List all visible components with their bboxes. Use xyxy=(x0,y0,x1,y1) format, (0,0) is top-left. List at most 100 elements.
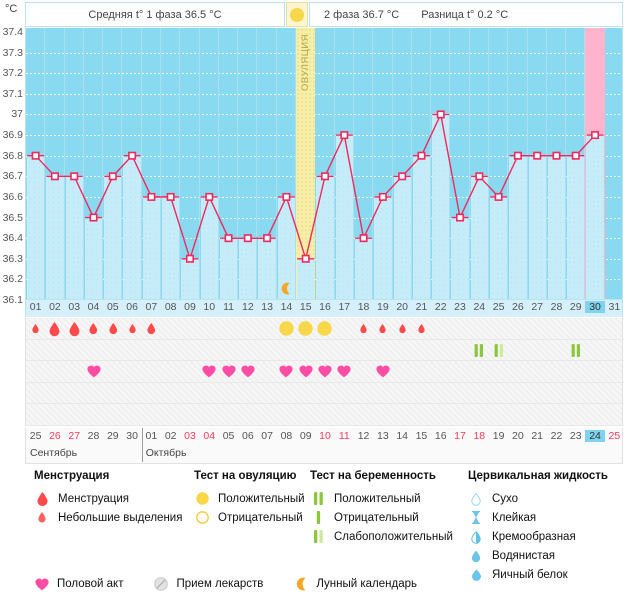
data-point-marker[interactable] xyxy=(533,151,542,160)
heart-icon[interactable] xyxy=(277,361,296,383)
cycle-day-label[interactable]: 25 xyxy=(492,301,505,313)
data-point-marker[interactable] xyxy=(591,131,600,140)
moon-icon[interactable] xyxy=(277,282,296,295)
data-point-marker[interactable] xyxy=(70,172,79,181)
data-point-marker[interactable] xyxy=(89,213,98,222)
calendar-date[interactable]: 19 xyxy=(492,430,505,442)
data-point-marker[interactable] xyxy=(128,151,137,160)
small-blood-drop-icon[interactable] xyxy=(142,318,161,340)
data-point-marker[interactable] xyxy=(108,172,117,181)
data-point-marker[interactable] xyxy=(571,151,580,160)
heart-icon[interactable] xyxy=(296,361,315,383)
data-point-marker[interactable] xyxy=(494,192,503,201)
data-point-marker[interactable] xyxy=(320,172,329,181)
data-point-marker[interactable] xyxy=(378,192,387,201)
calendar-date[interactable]: 07 xyxy=(261,430,273,442)
data-point-marker[interactable] xyxy=(50,172,59,181)
calendar-date[interactable]: 16 xyxy=(434,430,447,442)
cycle-day-label[interactable]: 26 xyxy=(512,301,524,313)
heart-icon[interactable] xyxy=(335,361,354,383)
cycle-day-label[interactable]: 19 xyxy=(377,301,389,313)
cycle-day-label[interactable]: 04 xyxy=(87,301,100,313)
cycle-day-label[interactable]: 16 xyxy=(319,301,331,313)
ovulation-test-positive-icon[interactable] xyxy=(315,318,334,340)
cycle-day-label[interactable]: 10 xyxy=(203,301,216,313)
heart-icon[interactable] xyxy=(200,361,219,383)
pregnancy-test-positive-icon[interactable] xyxy=(470,340,489,362)
cycle-day-label[interactable]: 07 xyxy=(145,301,158,313)
data-point-marker[interactable] xyxy=(340,131,349,140)
heart-icon[interactable] xyxy=(315,361,334,383)
calendar-date[interactable]: 13 xyxy=(377,430,389,442)
small-blood-drop-icon[interactable] xyxy=(122,318,141,340)
data-point-marker[interactable] xyxy=(147,192,156,201)
cycle-day-label[interactable]: 17 xyxy=(338,301,351,313)
calendar-date[interactable]: 29 xyxy=(106,430,119,442)
cycle-day-label[interactable]: 05 xyxy=(106,301,119,313)
cycle-day-label[interactable]: 15 xyxy=(299,301,312,313)
data-point-marker[interactable] xyxy=(224,234,233,243)
heart-icon[interactable] xyxy=(238,361,257,383)
data-point-marker[interactable] xyxy=(205,192,214,201)
small-blood-drop-icon[interactable] xyxy=(26,318,45,340)
data-point-marker[interactable] xyxy=(282,192,291,201)
cycle-day-label[interactable]: 13 xyxy=(261,301,273,313)
small-blood-drop-icon[interactable] xyxy=(373,318,392,340)
cycle-day-label[interactable]: 06 xyxy=(126,301,138,313)
cycle-day-label[interactable]: 29 xyxy=(569,301,582,313)
calendar-date[interactable]: 06 xyxy=(241,430,254,442)
heart-icon[interactable] xyxy=(373,361,392,383)
cycle-day-label[interactable]: 23 xyxy=(454,301,466,313)
small-blood-drop-icon[interactable] xyxy=(393,318,412,340)
cycle-day-label[interactable]: 20 xyxy=(396,301,408,313)
cycle-day-label[interactable]: 02 xyxy=(49,301,61,313)
small-blood-drop-icon[interactable] xyxy=(103,318,122,340)
pregnancy-test-weak-positive-icon[interactable] xyxy=(489,340,508,362)
blood-drop-icon[interactable] xyxy=(65,318,84,340)
cycle-day-label[interactable]: 08 xyxy=(164,301,177,313)
calendar-date[interactable]: 05 xyxy=(222,430,235,442)
calendar-date[interactable]: 25 xyxy=(608,430,621,442)
calendar-date[interactable]: 11 xyxy=(338,430,350,442)
cycle-day-label[interactable]: 11 xyxy=(223,301,234,313)
data-point-marker[interactable] xyxy=(475,172,484,181)
cycle-day-label[interactable]: 30 xyxy=(585,301,605,313)
calendar-date[interactable]: 10 xyxy=(319,430,331,442)
calendar-date[interactable]: 21 xyxy=(531,430,544,442)
calendar-date[interactable]: 12 xyxy=(357,430,370,442)
cycle-day-label[interactable]: 12 xyxy=(241,301,254,313)
pregnancy-test-positive-icon[interactable] xyxy=(566,340,585,362)
heart-icon[interactable] xyxy=(84,361,103,383)
calendar-date[interactable]: 08 xyxy=(280,430,293,442)
cycle-day-label[interactable]: 14 xyxy=(280,301,293,313)
calendar-date[interactable]: 02 xyxy=(164,430,177,442)
data-point-marker[interactable] xyxy=(359,234,368,243)
data-point-marker[interactable] xyxy=(436,110,445,119)
calendar-date[interactable]: 01 xyxy=(145,430,158,442)
data-point-marker[interactable] xyxy=(31,151,40,160)
calendar-date[interactable]: 04 xyxy=(203,430,216,442)
data-point-marker[interactable] xyxy=(513,151,522,160)
data-point-marker[interactable] xyxy=(185,254,194,263)
cycle-day-label[interactable]: 24 xyxy=(473,301,486,313)
data-point-marker[interactable] xyxy=(166,192,175,201)
cycle-day-label[interactable]: 03 xyxy=(68,301,81,313)
calendar-date[interactable]: 27 xyxy=(68,430,81,442)
data-point-marker[interactable] xyxy=(552,151,561,160)
cycle-day-label[interactable]: 27 xyxy=(531,301,544,313)
calendar-date[interactable]: 09 xyxy=(299,430,312,442)
calendar-date[interactable]: 30 xyxy=(126,430,138,442)
data-point-marker[interactable] xyxy=(301,254,310,263)
cycle-day-label[interactable]: 01 xyxy=(29,301,42,313)
small-blood-drop-icon[interactable] xyxy=(84,318,103,340)
small-blood-drop-icon[interactable] xyxy=(412,318,431,340)
calendar-date[interactable]: 20 xyxy=(512,430,524,442)
calendar-date[interactable]: 28 xyxy=(87,430,100,442)
small-blood-drop-icon[interactable] xyxy=(354,318,373,340)
calendar-date[interactable]: 15 xyxy=(415,430,428,442)
calendar-date[interactable]: 17 xyxy=(454,430,466,442)
calendar-date[interactable]: 18 xyxy=(473,430,486,442)
blood-drop-icon[interactable] xyxy=(45,318,64,340)
cycle-day-label[interactable]: 21 xyxy=(415,301,428,313)
ovulation-test-positive-icon[interactable] xyxy=(277,318,296,340)
